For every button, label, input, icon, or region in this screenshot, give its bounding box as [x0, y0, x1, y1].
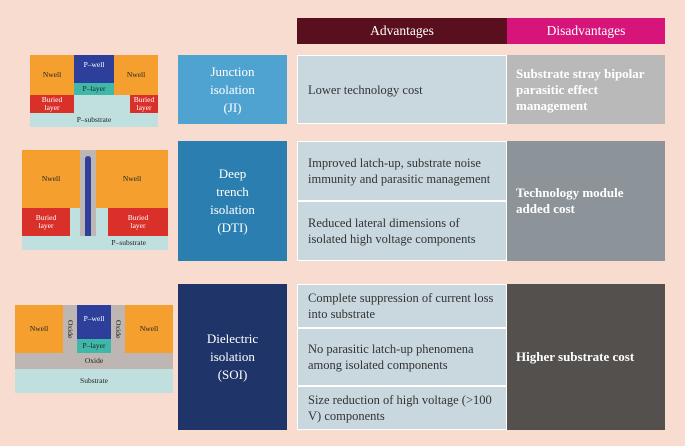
- dti-nwell-left: Nwell: [22, 150, 80, 208]
- ji-player: P–layer: [74, 83, 114, 95]
- dti-psub-gap-right: [96, 208, 108, 236]
- ji-nwell-left: Nwell: [30, 55, 74, 95]
- ji-cross-section-diagram: Nwell P–well Nwell P–layer Buried layer …: [30, 55, 158, 127]
- dti-disadvantage: Technology module added cost: [507, 141, 665, 261]
- soi-player: P–layer: [77, 339, 111, 353]
- disadvantages-header: Disadvantages: [507, 18, 665, 44]
- dti-psub-gap: [70, 208, 80, 236]
- soi-substrate: Substrate: [15, 369, 173, 393]
- ji-psub-gap: [74, 95, 114, 113]
- soi-advantage-2: No parasitic latch-up phenomena among is…: [297, 328, 507, 386]
- dti-buried-layer-right: Buried layer: [108, 208, 168, 236]
- method-ji: Junction isolation (JI): [178, 55, 287, 124]
- soi-oxide-bottom: Oxide: [15, 353, 173, 369]
- soi-advantage-1: Complete suppression of current loss int…: [297, 284, 507, 328]
- dti-advantage-2: Reduced lateral dimensions of isolated h…: [297, 201, 507, 261]
- soi-nwell-left: Nwell: [15, 305, 63, 353]
- dti-substrate: P–substrate: [22, 236, 168, 250]
- soi-oxide-left: Oxide: [63, 305, 77, 353]
- soi-nwell-right: Nwell: [125, 305, 173, 353]
- method-soi: Dielectric isolation (SOI): [178, 284, 287, 430]
- dti-cross-section-diagram: Nwell Nwell Buried layer Buried layer P–…: [22, 150, 168, 250]
- soi-oxide-right: Oxide: [111, 305, 125, 353]
- advantages-header: Advantages: [297, 18, 507, 44]
- method-dti: Deep trench isolation (DTI): [178, 141, 287, 261]
- soi-disadvantage: Higher substrate cost: [507, 284, 665, 430]
- ji-buried-layer-left: Buried layer: [30, 95, 74, 113]
- soi-cross-section-diagram: Nwell Oxide P–well P–layer Oxide Nwell O…: [15, 305, 173, 393]
- dti-advantage-1: Improved latch-up, substrate noise immun…: [297, 141, 507, 201]
- dti-buried-layer-left: Buried layer: [22, 208, 70, 236]
- dti-trench-core: [85, 156, 91, 242]
- ji-pwell: P–well: [74, 55, 114, 83]
- ji-nwell-right: Nwell: [114, 55, 158, 95]
- dti-nwell-right: Nwell: [96, 150, 168, 208]
- ji-disadvantage: Substrate stray bipolar parasitic effect…: [507, 55, 665, 124]
- ji-psub-gap-right: [114, 95, 130, 113]
- soi-pwell: P–well: [77, 305, 111, 339]
- soi-advantage-3: Size reduction of high voltage (>100 V) …: [297, 386, 507, 430]
- ji-buried-layer-right: Buried layer: [130, 95, 158, 113]
- ji-advantage-1: Lower technology cost: [297, 55, 507, 124]
- ji-substrate: P–substrate: [30, 113, 158, 127]
